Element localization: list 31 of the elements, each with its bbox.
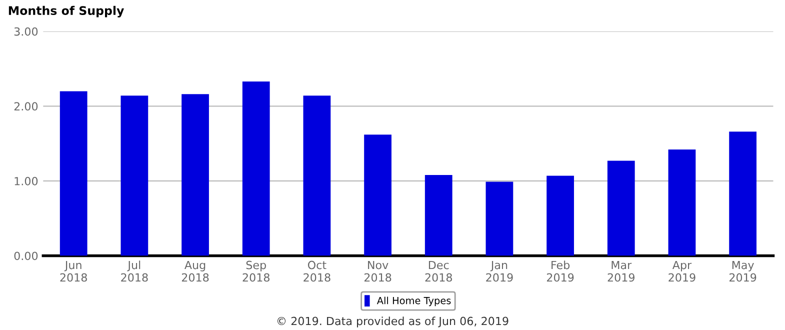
x-tick-label: Apr 2019	[668, 260, 696, 282]
bar	[60, 91, 88, 256]
y-tick-label: 1.00	[14, 176, 38, 186]
bar	[486, 182, 514, 256]
x-tick-label: Nov 2018	[364, 260, 392, 282]
x-tick-label: Aug 2018	[182, 260, 209, 282]
bar	[668, 150, 696, 256]
x-tick-label: Sep 2018	[242, 260, 270, 282]
x-tick-label: May 2019	[729, 260, 756, 282]
chart-title: Months of Supply	[8, 6, 124, 18]
text: © 2019. Data provided as of Jun 06, 2019	[277, 316, 508, 328]
bar	[729, 132, 756, 256]
y-tick-label: 0.00	[14, 252, 38, 260]
x-tick-label: Jan 2019	[486, 260, 513, 282]
bar	[120, 96, 148, 256]
bar	[303, 96, 331, 256]
x-tick-label: Oct 2018	[304, 260, 330, 282]
bar	[546, 176, 574, 256]
x-tick-label: Feb 2019	[546, 260, 574, 282]
bar	[182, 94, 209, 256]
legend-label: All Home Types	[376, 296, 451, 306]
y-tick-label: 3.00	[14, 27, 38, 36]
y-tick-label: 2.00	[14, 102, 38, 111]
x-tick-label: Mar 2019	[608, 260, 634, 282]
x-tick-label: Jun 2018	[60, 260, 87, 282]
bar	[364, 134, 392, 256]
x-tick-label: Jul 2018	[121, 260, 148, 282]
bar	[607, 160, 635, 256]
x-tick-label: Dec 2018	[425, 260, 452, 282]
bar	[242, 81, 270, 256]
bar	[424, 174, 452, 256]
